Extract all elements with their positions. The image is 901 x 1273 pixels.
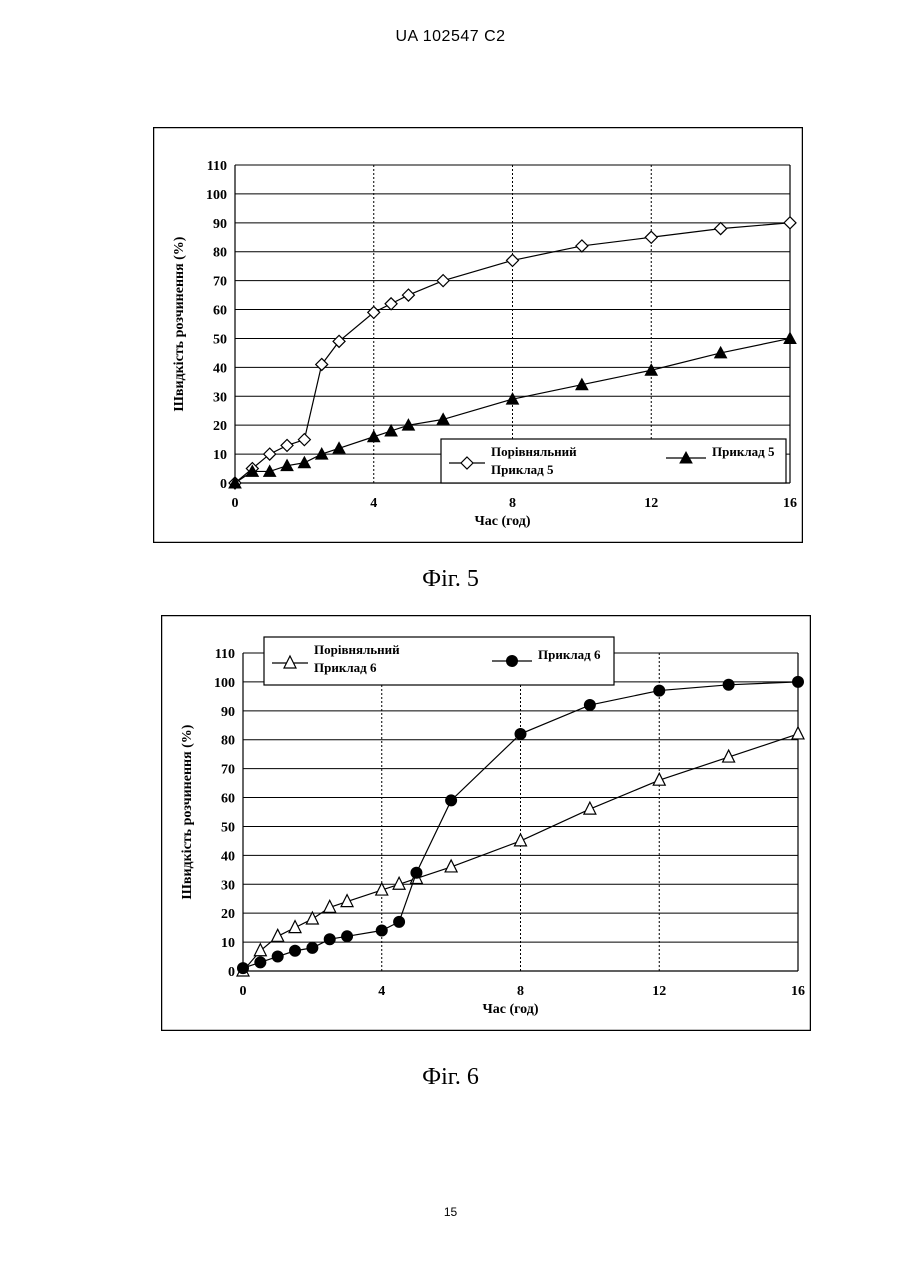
y-tick-label: 10 <box>221 936 235 951</box>
y-tick-label: 50 <box>221 820 235 835</box>
data-point <box>394 916 405 927</box>
legend-label: Порівняльний <box>314 642 400 657</box>
data-point <box>255 957 266 968</box>
patent-header: UA 102547 C2 <box>0 28 901 46</box>
data-point <box>411 867 422 878</box>
y-tick-label: 80 <box>213 246 227 261</box>
y-axis-label: Швидкість розчинення (%) <box>180 724 195 899</box>
y-tick-label: 30 <box>221 878 235 893</box>
data-point <box>584 700 595 711</box>
page-number: 15 <box>0 1205 901 1219</box>
x-tick-label: 12 <box>644 496 658 511</box>
data-point <box>342 931 353 942</box>
y-tick-label: 50 <box>213 332 227 347</box>
y-tick-label: 100 <box>206 188 227 203</box>
x-tick-label: 0 <box>232 496 239 511</box>
y-tick-label: 70 <box>213 275 227 290</box>
x-axis-label: Час (год) <box>483 1002 539 1017</box>
data-point <box>324 934 335 945</box>
x-tick-label: 0 <box>240 984 247 999</box>
y-tick-label: 20 <box>221 907 235 922</box>
chart-fig5: 0 10 20 30 40 50 60 70 80 90 100 110 0 4 8 12 16 Час (год… <box>153 127 803 543</box>
legend: Порівняльний Приклад 5 Приклад 5 <box>441 439 786 483</box>
y-tick-label: 10 <box>213 448 227 463</box>
x-tick-label: 8 <box>509 496 516 511</box>
x-axis-label: Час (год) <box>475 514 531 529</box>
data-point <box>793 676 804 687</box>
y-tick-label: 90 <box>213 217 227 232</box>
legend-marker <box>507 656 518 667</box>
y-tick-label: 70 <box>221 763 235 778</box>
data-point <box>723 679 734 690</box>
y-tick-label: 80 <box>221 734 235 749</box>
x-tick-label: 16 <box>791 984 805 999</box>
data-point <box>515 728 526 739</box>
y-tick-label: 20 <box>213 419 227 434</box>
y-tick-label: 60 <box>221 792 235 807</box>
y-tick-label: 110 <box>215 647 235 662</box>
legend-label: Приклад 5 <box>712 444 775 459</box>
y-tick-label: 100 <box>214 676 235 691</box>
x-tick-label: 4 <box>370 496 377 511</box>
y-tick-label: 30 <box>213 390 227 405</box>
data-point <box>446 795 457 806</box>
legend-label: Порівняльний <box>491 444 577 459</box>
legend-label: Приклад 6 <box>314 660 377 675</box>
y-tick-label: 60 <box>213 304 227 319</box>
y-tick-label: 40 <box>213 361 227 376</box>
y-tick-label: 110 <box>207 159 227 174</box>
y-tick-label: 40 <box>221 849 235 864</box>
y-axis-label: Швидкість розчинення (%) <box>172 236 187 411</box>
y-tick-label: 0 <box>220 477 227 492</box>
data-point <box>290 945 301 956</box>
data-point <box>654 685 665 696</box>
fig5-caption: Фіг. 5 <box>0 566 901 593</box>
x-tick-label: 16 <box>783 496 797 511</box>
legend-label: Приклад 6 <box>538 647 601 662</box>
data-point <box>307 942 318 953</box>
data-point <box>238 963 249 974</box>
x-tick-label: 4 <box>378 984 385 999</box>
fig6-caption: Фіг. 6 <box>0 1064 901 1091</box>
data-point <box>272 951 283 962</box>
x-tick-label: 8 <box>517 984 524 999</box>
y-tick-label: 0 <box>228 965 235 980</box>
chart-fig6: 0 10 20 30 40 50 60 70 80 90 100 110 0 4 8 12 16 Час (год… <box>161 615 811 1031</box>
x-tick-label: 12 <box>652 984 666 999</box>
data-point <box>376 925 387 936</box>
y-tick-label: 90 <box>221 705 235 720</box>
legend-label: Приклад 5 <box>491 462 554 477</box>
legend: Порівняльний Приклад 6 Приклад 6 <box>264 637 614 685</box>
